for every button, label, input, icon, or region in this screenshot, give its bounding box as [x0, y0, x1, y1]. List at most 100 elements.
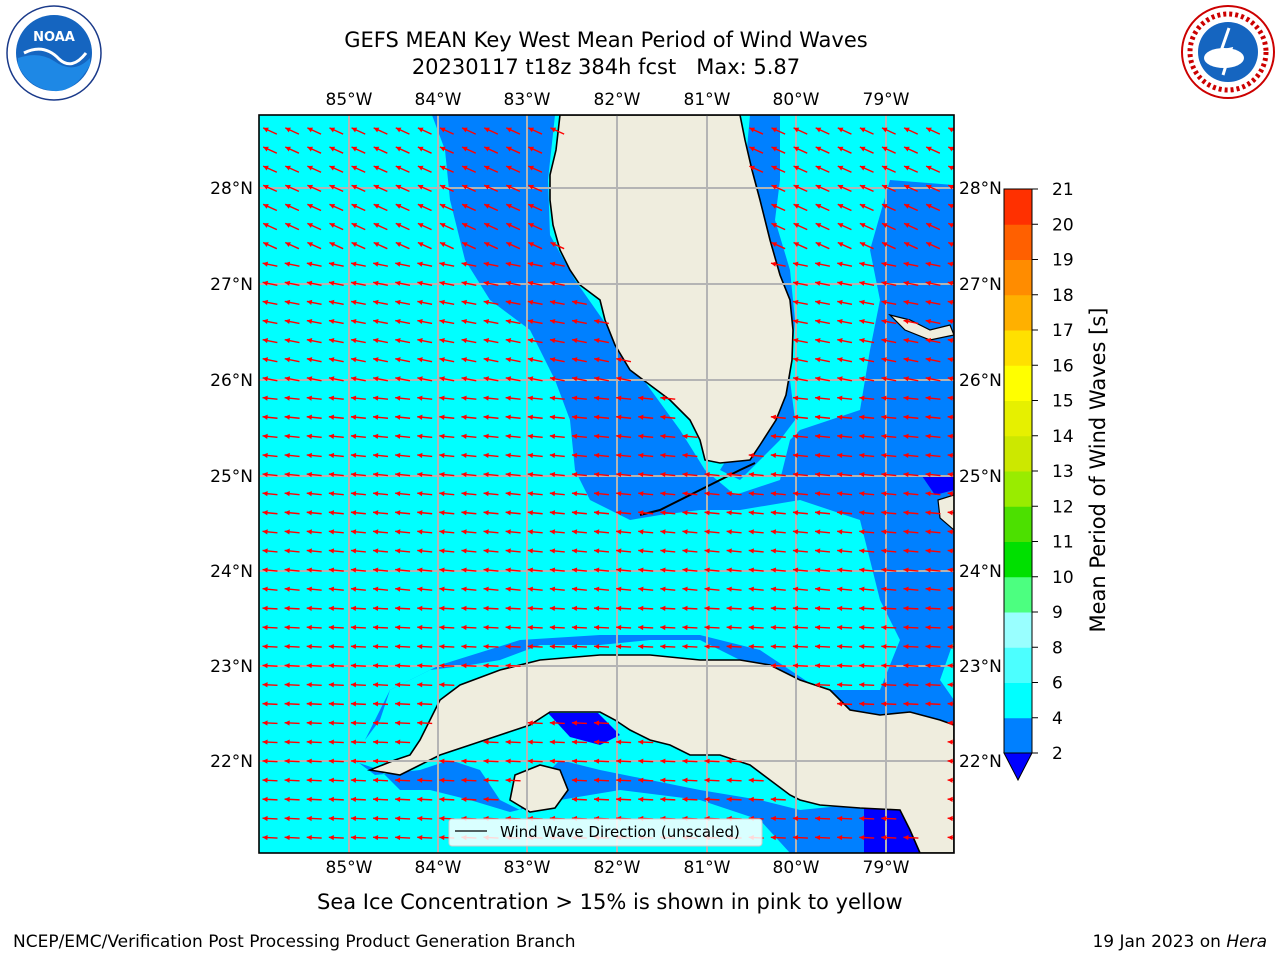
wind-arrow-head	[285, 184, 291, 190]
wind-arrow-head	[704, 605, 710, 611]
wind-arrow-head	[306, 701, 312, 707]
wind-arrow-head	[262, 395, 268, 401]
wind-arrow-head	[373, 529, 379, 535]
wind-arrow-head	[505, 357, 512, 363]
wind-arrow-head	[549, 318, 556, 325]
wind-arrow-head	[395, 854, 400, 859]
wind-arrow-head	[484, 223, 490, 228]
wind-arrow-head	[328, 280, 335, 286]
wind-arrow-head	[571, 567, 578, 573]
wind-arrow-head	[749, 127, 755, 133]
wind-arrow-head	[748, 777, 754, 783]
wind-arrow-head	[837, 854, 842, 859]
wind-arrow-head	[881, 376, 887, 382]
wind-arrow-head	[505, 280, 512, 286]
wind-arrow-head	[638, 395, 644, 401]
wind-arrow-head	[837, 491, 843, 497]
wind-arrow-head	[660, 624, 666, 631]
wind-arrow-head	[483, 586, 489, 592]
wind-arrow-head	[417, 815, 423, 822]
wind-arrow-head	[263, 242, 269, 247]
colorbar-segment	[1004, 682, 1032, 719]
wind-arrow-head	[262, 586, 268, 592]
wind-arrow-head	[417, 643, 423, 650]
wind-arrow-head	[881, 605, 887, 611]
wind-arrow-head	[837, 701, 843, 707]
wind-arrow-head	[439, 567, 445, 573]
wind-arrow-head	[262, 261, 269, 267]
wind-arrow-head	[439, 796, 445, 802]
wind-arrow-head	[726, 643, 732, 650]
wind-arrow-head	[483, 567, 489, 573]
wind-arrow-head	[262, 471, 268, 478]
wind-arrow-head	[527, 376, 534, 382]
wind-arrow-head	[439, 682, 445, 688]
wind-arrow-head	[505, 643, 511, 650]
wind-arrow-head	[881, 395, 887, 401]
wind-arrow-head	[549, 720, 555, 726]
wind-arrow-head	[947, 471, 953, 478]
wind-arrow-head	[947, 280, 954, 286]
wind-arrow-head	[483, 548, 489, 554]
wind-arrow-head	[947, 510, 953, 516]
wind-arrow-head	[704, 624, 710, 631]
wind-arrow-head	[328, 318, 335, 325]
wind-arrow-head	[350, 682, 357, 688]
lon-label: 79°W	[863, 858, 910, 878]
wind-arrow-head	[660, 414, 666, 420]
wind-arrow-head	[926, 242, 932, 247]
wind-arrow-head	[771, 223, 778, 228]
wind-arrow-head	[549, 414, 556, 420]
wind-arrow-head	[616, 529, 622, 535]
wind-arrow-head	[439, 242, 446, 247]
wind-arrow-head	[284, 586, 290, 592]
wind-arrow-head	[417, 491, 423, 497]
wind-arrow-head	[748, 624, 754, 631]
wind-arrow-head	[792, 834, 799, 841]
wind-arrow-head	[373, 720, 379, 726]
wind-arrow-head	[793, 204, 800, 209]
wind-arrow-head	[881, 548, 887, 554]
wind-arrow-head	[903, 395, 909, 401]
wind-arrow-head	[859, 491, 865, 497]
wind-arrow-head	[837, 643, 843, 650]
wind-arrow-head	[793, 318, 799, 325]
wind-arrow-head	[483, 624, 489, 631]
wind-arrow-head	[549, 567, 556, 573]
wind-arrow-head	[815, 433, 821, 439]
wind-arrow-head	[881, 261, 887, 267]
wind-arrow-head	[350, 777, 357, 783]
wind-arrow-head	[484, 204, 490, 209]
wind-arrow-head	[484, 242, 490, 247]
wind-arrow-head	[527, 758, 533, 764]
wind-arrow-head	[549, 529, 556, 535]
wind-arrow-head	[483, 529, 489, 535]
wind-arrow-head	[903, 376, 909, 382]
wind-arrow-head	[947, 643, 953, 650]
wind-arrow-head	[815, 529, 821, 535]
lon-label: 82°W	[594, 858, 641, 878]
wind-arrow-head	[306, 586, 312, 592]
wind-arrow-head	[505, 777, 511, 783]
wind-arrow-head	[262, 318, 269, 325]
wind-arrow-head	[837, 586, 843, 592]
wind-arrow-head	[947, 682, 953, 688]
wind-arrow-head	[350, 815, 357, 822]
wind-arrow-head	[306, 395, 312, 401]
wind-arrow-head	[638, 643, 644, 650]
wind-arrow-head	[395, 165, 402, 171]
wind-arrow-head	[859, 452, 865, 459]
wind-arrow-head	[770, 433, 777, 439]
wind-arrow-head	[859, 146, 866, 152]
wind-arrow-head	[306, 510, 312, 516]
wind-arrow-head	[881, 127, 888, 133]
wind-arrow-head	[903, 663, 909, 669]
wind-arrow-head	[948, 184, 954, 190]
wind-arrow-head	[792, 395, 799, 401]
wind-arrow-head	[461, 433, 467, 439]
colorbar-extend-triangle	[1003, 752, 1033, 782]
wind-arrow-head	[439, 663, 445, 669]
wind-arrow-head	[527, 548, 533, 554]
wind-arrow-head	[285, 854, 290, 859]
wind-arrow-head	[461, 299, 467, 305]
